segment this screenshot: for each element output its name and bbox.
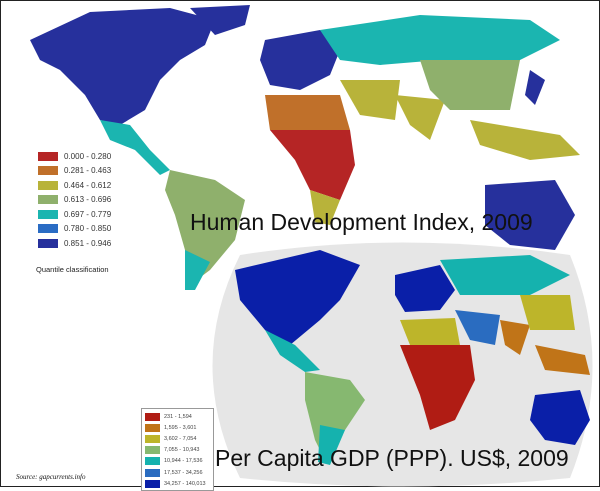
australia	[530, 390, 590, 445]
australia	[485, 180, 575, 250]
hdi-legend-item: 0.697 - 0.779	[38, 207, 111, 222]
china	[420, 60, 520, 110]
north-america	[30, 8, 215, 125]
gdp-legend-item: 10,944 - 17,536	[145, 456, 213, 467]
legend-swatch	[38, 195, 58, 205]
legend-swatch	[38, 166, 58, 176]
south-asia	[500, 320, 530, 355]
south-america	[165, 170, 245, 285]
hdi-legend-item: 0.281 - 0.463	[38, 164, 111, 179]
legend-swatch	[38, 151, 58, 161]
legend-swatch	[145, 434, 160, 443]
hdi-legend-item: 0.613 - 0.696	[38, 193, 111, 208]
gdp-map	[212, 242, 593, 487]
legend-label: 17,537 - 34,256	[164, 469, 203, 476]
gdp-legend: 231 - 1,594 1,595 - 3,601 3,602 - 7,054 …	[141, 408, 214, 491]
hdi-legend-item: 0.851 - 0.946	[38, 236, 111, 251]
europe	[395, 265, 455, 312]
legend-note: Quantile classification	[36, 264, 109, 274]
hdi-legend: 0.000 - 0.280 0.281 - 0.463 0.464 - 0.61…	[36, 149, 111, 274]
legend-label: 231 - 1,594	[164, 413, 192, 420]
legend-swatch	[145, 412, 160, 421]
southern-cone	[185, 250, 210, 290]
gdp-legend-item: 3,602 - 7,054	[145, 433, 213, 444]
middle-east	[340, 80, 400, 120]
legend-swatch	[38, 180, 58, 190]
gdp-legend-item: 34,257 - 140,013	[145, 478, 213, 489]
legend-label: 0.780 - 0.850	[64, 224, 112, 234]
sub-saharan-africa	[400, 345, 475, 430]
legend-label: 0.613 - 0.696	[64, 195, 112, 205]
southern-cone	[318, 425, 345, 465]
gdp-legend-item: 231 - 1,594	[145, 411, 213, 422]
middle-east	[455, 310, 500, 345]
legend-label: 7,055 - 10,943	[164, 447, 200, 454]
legend-label: 34,257 - 140,013	[164, 480, 206, 487]
legend-label: 0.000 - 0.280	[64, 151, 112, 161]
legend-swatch	[145, 479, 160, 488]
legend-swatch	[145, 423, 160, 432]
southeast-asia	[470, 120, 580, 160]
europe	[260, 30, 340, 90]
gdp-legend-item: 1,595 - 3,601	[145, 422, 213, 433]
legend-swatch	[38, 224, 58, 234]
legend-label: 1,595 - 3,601	[164, 424, 197, 431]
gdp-legend-item: 7,055 - 10,943	[145, 445, 213, 456]
hdi-legend-item: 0.464 - 0.612	[38, 178, 111, 193]
legend-label: 10,944 - 17,536	[164, 458, 203, 465]
legend-label: 0.697 - 0.779	[64, 209, 112, 219]
hdi-legend-item: 0.780 - 0.850	[38, 222, 111, 237]
southern-africa	[310, 190, 340, 225]
source-credit: Source: gapcurrents.info	[16, 473, 86, 481]
north-america	[235, 250, 360, 345]
gdp-legend-item: 17,537 - 34,256	[145, 467, 213, 478]
china	[520, 295, 575, 330]
southeast-asia	[535, 345, 590, 375]
legend-swatch	[145, 468, 160, 477]
north-africa	[400, 318, 460, 345]
russia	[320, 15, 560, 65]
central-africa	[270, 130, 355, 200]
legend-swatch	[145, 446, 160, 455]
legend-label: 0.851 - 0.946	[64, 238, 112, 248]
hdi-legend-item: 0.000 - 0.280	[38, 149, 111, 164]
legend-label: 0.464 - 0.612	[64, 180, 112, 190]
legend-swatch	[145, 457, 160, 466]
legend-label: 0.281 - 0.463	[64, 166, 112, 176]
hdi-title: Human Development Index, 2009	[190, 209, 533, 235]
north-africa	[265, 95, 350, 140]
hdi-map	[30, 5, 580, 290]
japan	[525, 70, 545, 105]
greenland	[190, 5, 250, 35]
legend-swatch	[38, 209, 58, 219]
gdp-title: Per Capita GDP (PPP). US$, 2009	[215, 445, 569, 471]
south-asia	[395, 95, 445, 140]
mexico-central-america	[100, 120, 170, 175]
legend-swatch	[38, 238, 58, 248]
legend-label: 3,602 - 7,054	[164, 435, 197, 442]
mexico-central-america	[265, 330, 320, 372]
russia	[440, 255, 570, 295]
